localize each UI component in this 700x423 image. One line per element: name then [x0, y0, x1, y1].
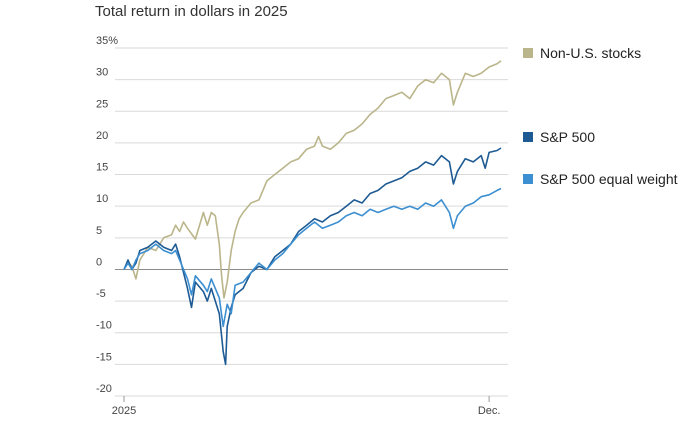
y-tick-label: 35%	[96, 35, 118, 47]
y-axis-ticks: 35% 30 25 20 15 10 5 0 -5 -10 -15 -20	[96, 35, 118, 395]
y-tick-label: 20	[96, 130, 108, 142]
x-axis: 2025 Dec.	[112, 396, 501, 417]
y-tick-label: 5	[96, 225, 102, 237]
x-tick-label: 2025	[112, 405, 136, 417]
legend-swatch-1	[523, 48, 533, 58]
legend-swatch-3	[523, 174, 533, 184]
legend-label-3: S&P 500 equal weight	[540, 171, 678, 187]
legend: Non-U.S. stocks S&P 500 S&P 500 equal weig…	[523, 45, 678, 187]
y-tick-label: -10	[96, 320, 112, 332]
legend-label-2: S&P 500	[540, 129, 595, 145]
chart-title: Total return in dollars in 2025	[95, 3, 288, 20]
series-lines	[123, 60, 502, 366]
legend-swatch-2	[523, 132, 533, 142]
y-tick-label: 30	[96, 67, 108, 79]
y-tick-label: -20	[96, 383, 112, 395]
series-line-3	[123, 187, 502, 328]
series-line-2	[123, 147, 502, 366]
x-tick-label: Dec.	[478, 405, 501, 417]
grid-lines	[115, 47, 508, 397]
y-tick-label: -15	[96, 351, 112, 363]
y-tick-label: 0	[96, 256, 102, 268]
y-tick-label: 15	[96, 162, 108, 174]
legend-label-1: Non-U.S. stocks	[540, 45, 641, 61]
y-tick-label: 10	[96, 193, 108, 205]
y-tick-label: -5	[96, 288, 106, 300]
series-line-1	[123, 60, 502, 299]
y-tick-label: 25	[96, 98, 108, 110]
